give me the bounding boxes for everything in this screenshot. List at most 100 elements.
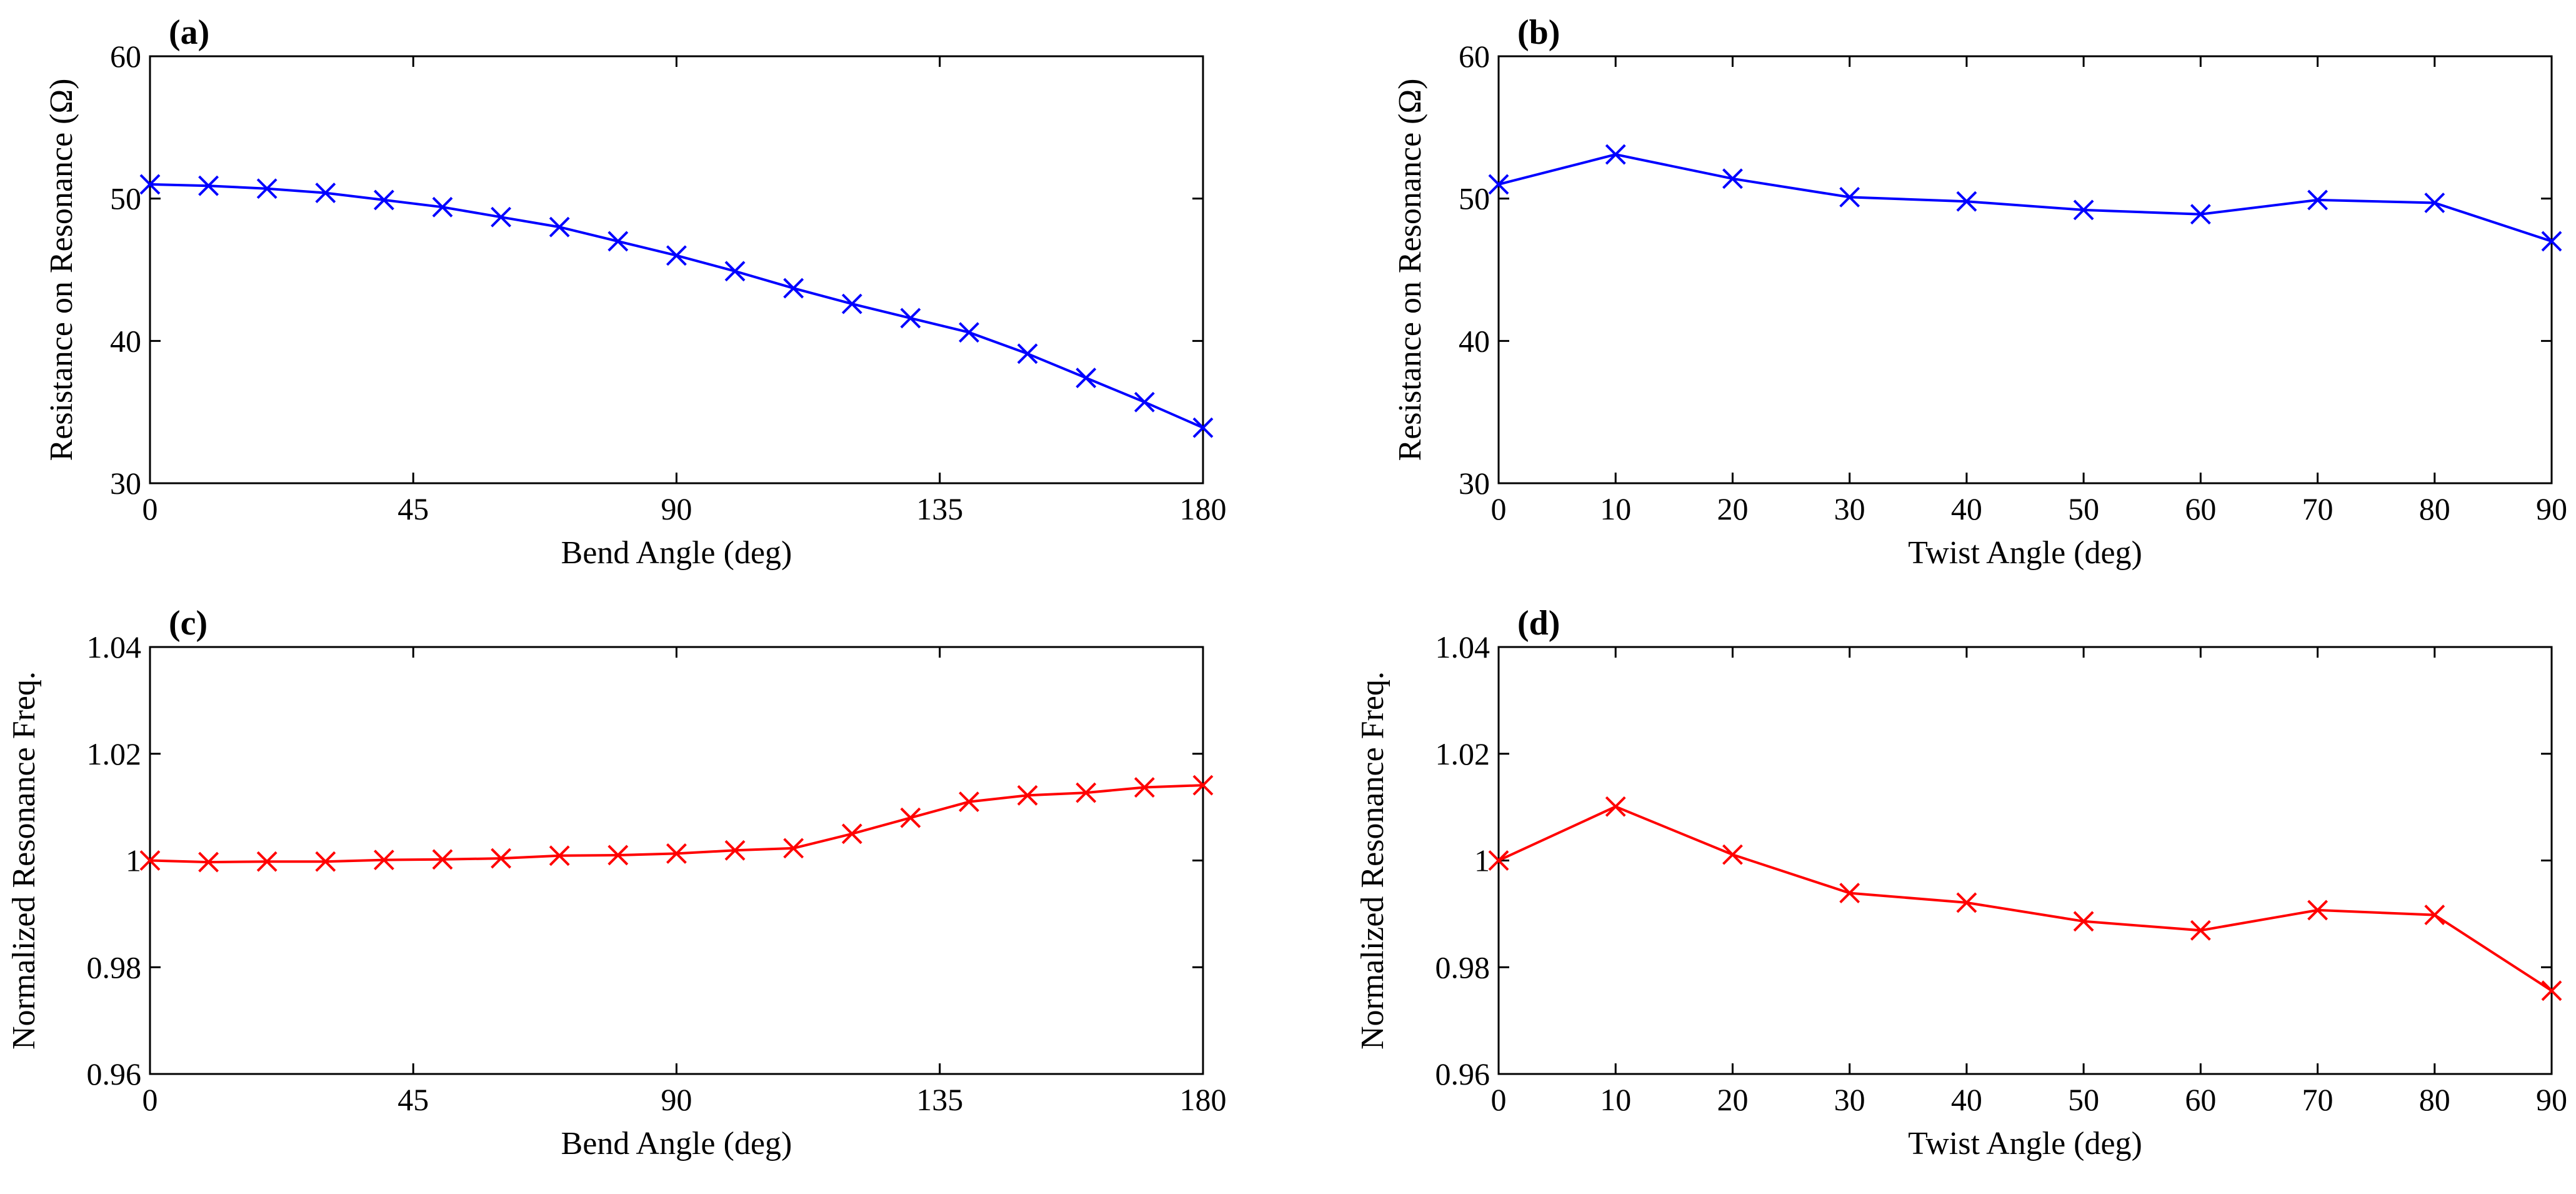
panel-d-data-point: [2307, 900, 2328, 921]
panel-a-y-axis-label: Resistance on Resonance (Ω): [44, 79, 79, 461]
panel-a-data-point: [1076, 368, 1097, 388]
panel-c-data-point: [374, 850, 394, 871]
panel-c-data-point: [139, 850, 161, 871]
panel-a-x-axis-label: Bend Angle (deg): [561, 535, 792, 571]
panel-a-data-point: [1017, 343, 1038, 364]
panel-a-data-point: [549, 216, 570, 238]
panel-d-ytick-label: 0.96: [1435, 1056, 1490, 1091]
panel-b-data-point: [2073, 199, 2094, 221]
panel-a-xtick-label: 135: [916, 491, 963, 526]
panel-d-data-point: [1956, 892, 1977, 913]
panel-d-data-point: [2424, 905, 2445, 925]
panel-b-xtick-label: 40: [1951, 491, 1982, 526]
panel-a-ytick-label: 30: [110, 466, 141, 501]
panel-d-xtick-label: 60: [2185, 1082, 2216, 1117]
panel-c-data-point: [549, 845, 570, 866]
panel-b-ytick-label: 60: [1459, 39, 1490, 74]
panel-c-ytick-label: 1: [126, 843, 141, 878]
panel-b-data-point: [2190, 204, 2211, 225]
panel-a-xtick-label: 0: [142, 491, 158, 526]
panel-b-data-point: [2541, 231, 2562, 252]
panel-a-data-point: [1192, 417, 1214, 438]
panel-c: 0 45 90 135 180 0.96 0.98 1 1.02 1.04 Bend Angle (…: [6, 604, 1227, 1161]
panel-c-xtick-label: 0: [142, 1082, 158, 1117]
panel-a-xtick-label: 45: [397, 491, 429, 526]
panel-d-x-axis-label: Twist Angle (deg): [1908, 1126, 2142, 1161]
panel-d-xtick-label: 20: [1717, 1082, 1748, 1117]
panel-b-ytick-label: 40: [1459, 323, 1490, 358]
panel-c-ytick-label: 1.02: [87, 736, 142, 771]
panel-b-data-point: [1956, 191, 1977, 212]
panel-d-ytick-label: 1.02: [1435, 736, 1490, 771]
panel-c-ytick-label: 0.96: [87, 1056, 142, 1091]
panel-b-data-point: [1605, 144, 1626, 165]
panel-c-xtick-label: 180: [1180, 1082, 1227, 1117]
panel-b-data-point: [1488, 174, 1509, 195]
panel-d-data-point: [2190, 920, 2211, 941]
panel-c-xtick-label: 90: [661, 1082, 692, 1117]
panel-a-ytick-label: 60: [110, 39, 141, 74]
panel-c-xtick-label: 45: [397, 1082, 429, 1117]
panel-d-ytick-label: 1.04: [1435, 630, 1490, 665]
panel-d-axes-box: [1497, 646, 2553, 1075]
panel-c-data-point: [1076, 782, 1097, 803]
panel-a-ytick-label: 40: [110, 323, 141, 358]
panel-a-data-point: [841, 293, 862, 314]
panel-a-data-point: [374, 189, 394, 211]
panel-b-panel-label: (b): [1517, 13, 1560, 52]
panel-b-ytick-label: 50: [1459, 181, 1490, 216]
panel-c-data-point: [900, 807, 921, 828]
panel-c-data-point: [432, 849, 453, 870]
panel-a-data-point: [432, 196, 453, 218]
panel-a-data-point: [959, 322, 979, 343]
panel-b-axes-box: [1497, 55, 2553, 484]
panel-a-data-point: [900, 308, 921, 329]
panel-c-panel-label: (c): [169, 604, 207, 643]
panel-a-data-point: [783, 278, 804, 299]
panel-d-y-axis-label: Normalized Resonance Freq.: [1355, 671, 1390, 1050]
panel-b-xtick-label: 10: [1600, 491, 1631, 526]
panel-d-series-line: [1498, 805, 2553, 992]
panel-b-ytick-label: 30: [1459, 466, 1490, 501]
panel-c-data-point: [198, 851, 219, 873]
panel-c-data-point: [959, 791, 979, 813]
panel-b-data-point: [2424, 193, 2445, 213]
panel-c-data-point: [666, 843, 687, 864]
panel-d-xtick-label: 70: [2302, 1082, 2334, 1117]
panel-a-series-line: [149, 183, 1204, 429]
panel-b-xtick-label: 20: [1717, 491, 1748, 526]
panel-d-xtick-label: 80: [2419, 1082, 2450, 1117]
panel-c-x-axis-label: Bend Angle (deg): [561, 1126, 792, 1161]
panel-c-data-point: [256, 851, 277, 872]
panel-b-y-axis-label: Resistance on Resonance (Ω): [1392, 79, 1428, 461]
panel-c-ytick-label: 0.98: [87, 950, 142, 985]
panel-d-xtick-label: 30: [1834, 1082, 1865, 1117]
panel-a-data-point: [139, 174, 161, 195]
panel-c-data-point: [1134, 777, 1155, 798]
panel-d-xtick-label: 50: [2068, 1082, 2099, 1117]
panel-b-data-point: [1839, 186, 1860, 208]
panel-d-data-point: [1488, 850, 1509, 871]
panel-d-data-point: [1839, 883, 1860, 903]
panel-a-data-point: [724, 261, 746, 282]
panel-b-xtick-label: 80: [2419, 491, 2450, 526]
panel-d-ytick-label: 0.98: [1435, 950, 1490, 985]
panel-c-xtick-label: 135: [916, 1082, 963, 1117]
panel-a-data-point: [315, 183, 336, 203]
panel-a-panel-label: (a): [169, 13, 209, 52]
panel-b-xtick-label: 70: [2302, 491, 2334, 526]
panel-c-ytick-label: 1.04: [87, 630, 142, 665]
panel-b-x-axis-label: Twist Angle (deg): [1908, 535, 2142, 571]
panel-b-data-point: [2307, 189, 2328, 211]
panel-b-xtick-label: 50: [2068, 491, 2099, 526]
panel-b-xtick-label: 0: [1491, 491, 1507, 526]
panel-b-xtick-label: 60: [2185, 491, 2216, 526]
panel-a-xtick-label: 180: [1180, 491, 1227, 526]
panel-d-data-point: [1722, 844, 1743, 865]
panel-a-data-point: [1134, 391, 1155, 413]
panel-d-xtick-label: 0: [1491, 1082, 1507, 1117]
panel-a-data-point: [256, 178, 277, 199]
panel-a-xtick-label: 90: [661, 491, 692, 526]
panel-c-data-point: [607, 845, 629, 866]
